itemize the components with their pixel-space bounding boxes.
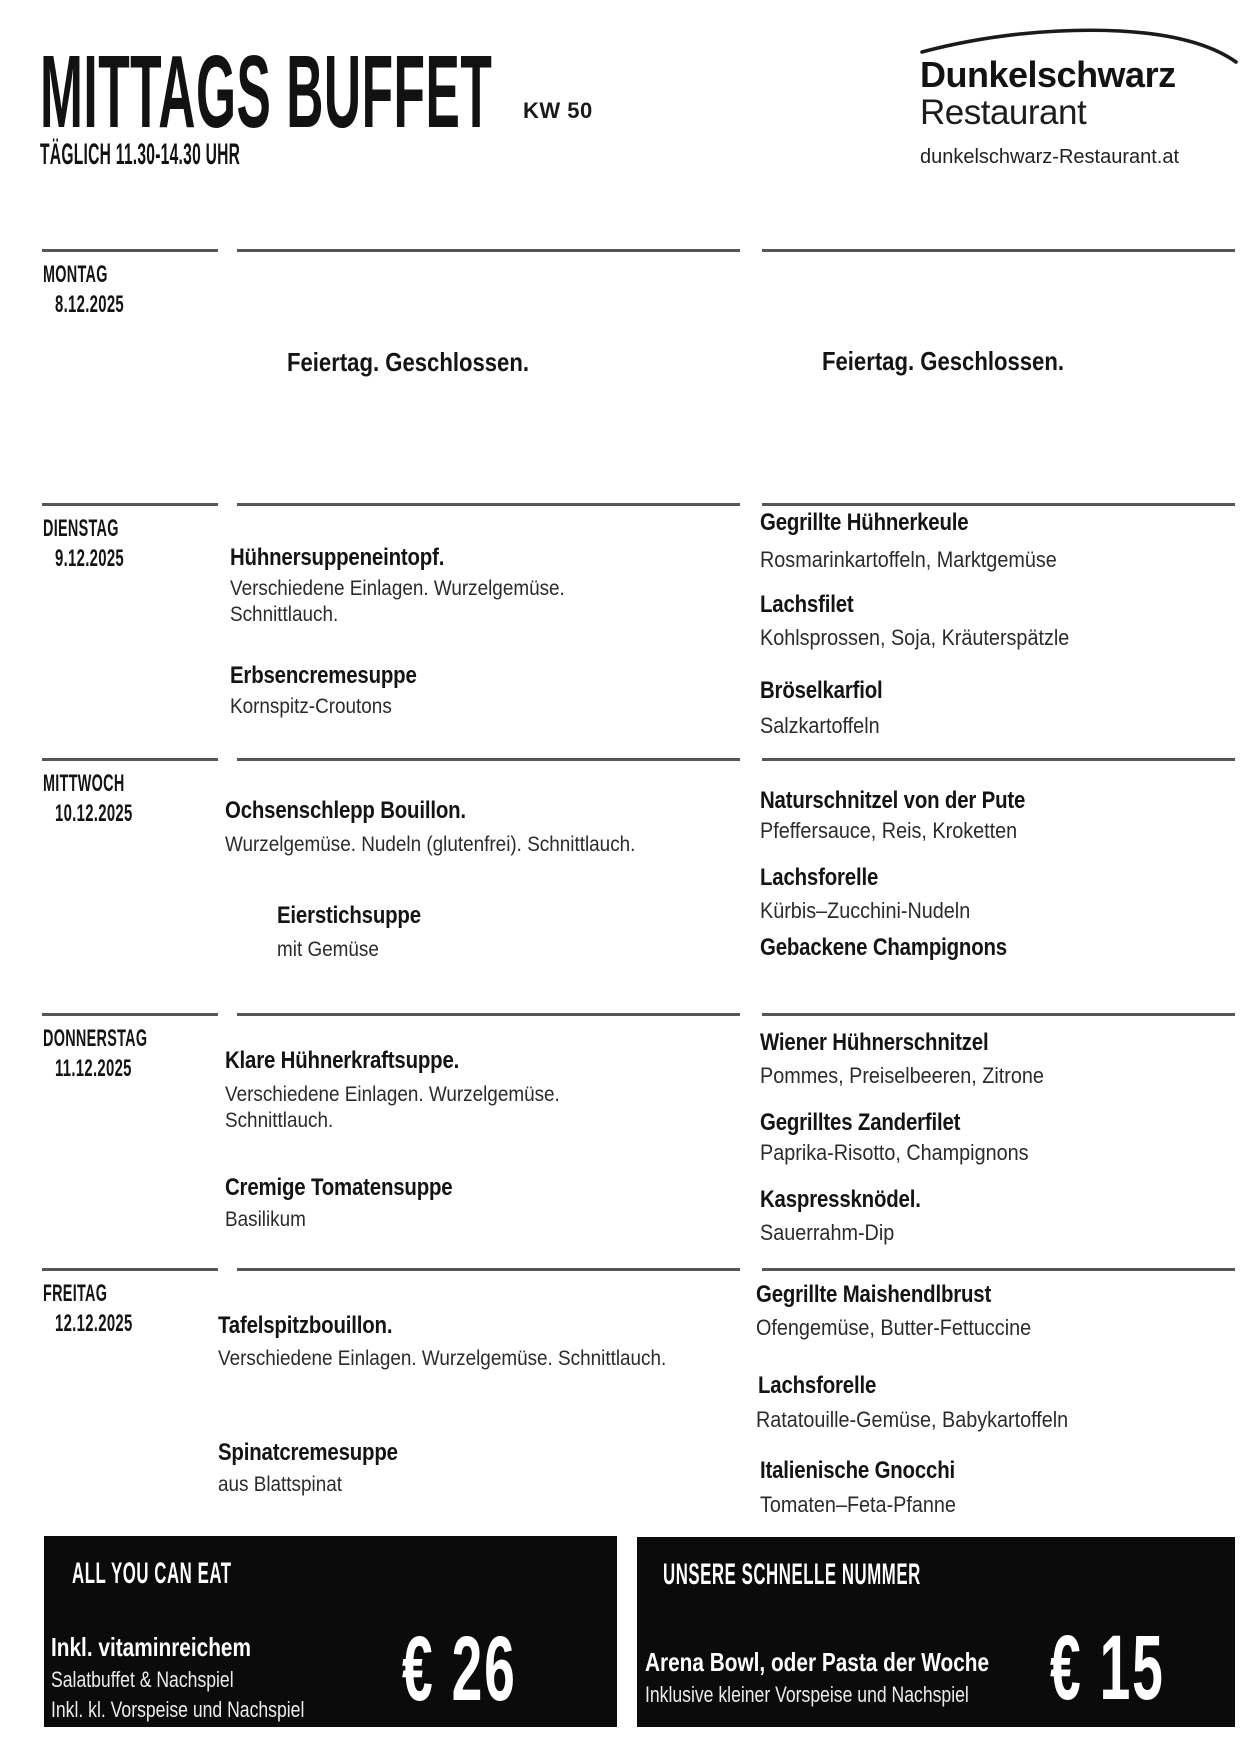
soup-desc: Verschiedene Einlagen. Wurzelgemüse. Sch… [218, 1347, 667, 1370]
main-title: Gegrillte Maishendlbrust [756, 1281, 992, 1308]
soup-title: Hühnersuppeneintopf. [230, 544, 445, 571]
main-title: Gebackene Champignons [760, 934, 1007, 961]
offer-label: ALL YOU CAN EAT [72, 1557, 232, 1590]
divider [42, 1013, 218, 1016]
divider [762, 249, 1235, 252]
main-desc: Tomaten–Feta-Pfanne [760, 1492, 956, 1517]
divider [762, 1013, 1235, 1016]
day-label: FREITAG [43, 1280, 108, 1307]
main-desc: Kohlsprossen, Soja, Kräuterspätzle [760, 625, 1070, 650]
main-title: Kaspressknödel. [760, 1186, 921, 1213]
offer-line: Salatbuffet & Nachspiel [51, 1667, 234, 1692]
logo-website: dunkelschwarz-Restaurant.at [920, 146, 1180, 168]
week-number: KW 50 [523, 98, 593, 123]
soup-desc: Verschiedene Einlagen. Wurzelgemüse. Sch… [230, 577, 565, 626]
main-title: Naturschnitzel von der Pute [760, 787, 1026, 814]
soup-desc: aus Blattspinat [218, 1473, 342, 1496]
soup-desc: Kornspitz-Croutons [230, 695, 392, 718]
offer-title: Arena Bowl, oder Pasta der Woche [645, 1647, 990, 1677]
main-desc: Kürbis–Zucchini-Nudeln [760, 898, 971, 923]
main-desc: Ofengemüse, Butter-Fettuccine [756, 1315, 1032, 1340]
day-date: 11.12.2025 [55, 1055, 132, 1082]
day-date: 12.12.2025 [55, 1310, 133, 1337]
closed-note: Feiertag. Geschlossen. [287, 347, 529, 377]
main-desc: Salzkartoffeln [760, 713, 880, 738]
divider [237, 1268, 740, 1271]
divider [42, 1268, 218, 1271]
divider [762, 1268, 1235, 1271]
divider [42, 249, 218, 252]
offer-box-all-you-can-eat: ALL YOU CAN EAT Inkl. vitaminreichem Sal… [44, 1536, 617, 1727]
offer-price: € 15 [1050, 1617, 1165, 1719]
soup-desc: mit Gemüse [277, 938, 379, 961]
soup-title: Eierstichsuppe [277, 902, 421, 929]
day-label: MONTAG [43, 261, 108, 288]
main-title: Gegrilltes Zanderfilet [760, 1109, 961, 1136]
offer-label: UNSERE SCHNELLE NUMMER [663, 1558, 921, 1591]
offer-title: Inkl. vitaminreichem [51, 1632, 251, 1662]
page-title: MITTAGS BUFFET [40, 34, 493, 149]
day-date: 8.12.2025 [55, 291, 124, 318]
main-desc: Paprika-Risotto, Champignons [760, 1140, 1029, 1165]
main-desc: Ratatouille-Gemüse, Babykartoffeln [756, 1407, 1069, 1432]
main-title: Lachsforelle [760, 864, 879, 891]
main-desc: Pfeffersauce, Reis, Kroketten [760, 818, 1018, 843]
logo-swoosh-icon [920, 28, 1238, 64]
main-title: Bröselkarfiol [760, 677, 883, 704]
day-date: 9.12.2025 [55, 545, 124, 572]
main-desc: Pommes, Preiselbeeren, Zitrone [760, 1063, 1044, 1088]
divider [42, 503, 218, 506]
soup-title: Klare Hühnerkraftsuppe. [225, 1047, 460, 1074]
soup-title: Ochsenschlepp Bouillon. [225, 797, 466, 824]
main-desc: Rosmarinkartoffeln, Marktgemüse [760, 547, 1057, 572]
main-desc: Sauerrahm-Dip [760, 1220, 895, 1245]
offer-line: Inkl. kl. Vorspeise und Nachspiel [51, 1697, 305, 1722]
divider [762, 503, 1235, 506]
soup-title: Spinatcremesuppe [218, 1439, 398, 1466]
offer-line: Inklusive kleiner Vorspeise und Nachspie… [645, 1682, 969, 1707]
divider [42, 758, 218, 761]
logo-name: Dunkelschwarz [920, 54, 1176, 95]
logo-type: Restaurant [920, 93, 1087, 132]
main-title: Gegrillte Hühnerkeule [760, 509, 969, 536]
divider [237, 249, 740, 252]
divider [762, 758, 1235, 761]
soup-title: Cremige Tomatensuppe [225, 1174, 453, 1201]
offer-box-schnelle-nummer: UNSERE SCHNELLE NUMMER Arena Bowl, oder … [637, 1537, 1235, 1727]
soup-desc: Wurzelgemüse. Nudeln (glutenfrei). Schni… [225, 833, 636, 856]
offer-price: € 26 [402, 1618, 517, 1720]
soup-desc: Verschiedene Einlagen. Wurzelgemüse. Sch… [225, 1083, 560, 1132]
main-title: Wiener Hühnerschnitzel [760, 1029, 989, 1056]
day-date: 10.12.2025 [55, 800, 133, 827]
main-title: Italienische Gnocchi [760, 1457, 955, 1484]
main-title: Lachsfilet [760, 591, 854, 618]
main-title: Lachsforelle [758, 1372, 877, 1399]
day-label: DIENSTAG [43, 515, 119, 542]
divider [237, 1013, 740, 1016]
soup-title: Erbsencremesuppe [230, 662, 417, 689]
divider [237, 503, 740, 506]
soup-desc: Basilikum [225, 1208, 306, 1231]
day-label: DONNERSTAG [43, 1025, 148, 1052]
closed-note: Feiertag. Geschlossen. [822, 346, 1064, 376]
soup-title: Tafelspitzbouillon. [218, 1312, 393, 1339]
divider [237, 758, 740, 761]
opening-hours: TÄGLICH 11.30-14.30 UHR [40, 138, 241, 171]
day-label: MITTWOCH [43, 770, 125, 797]
